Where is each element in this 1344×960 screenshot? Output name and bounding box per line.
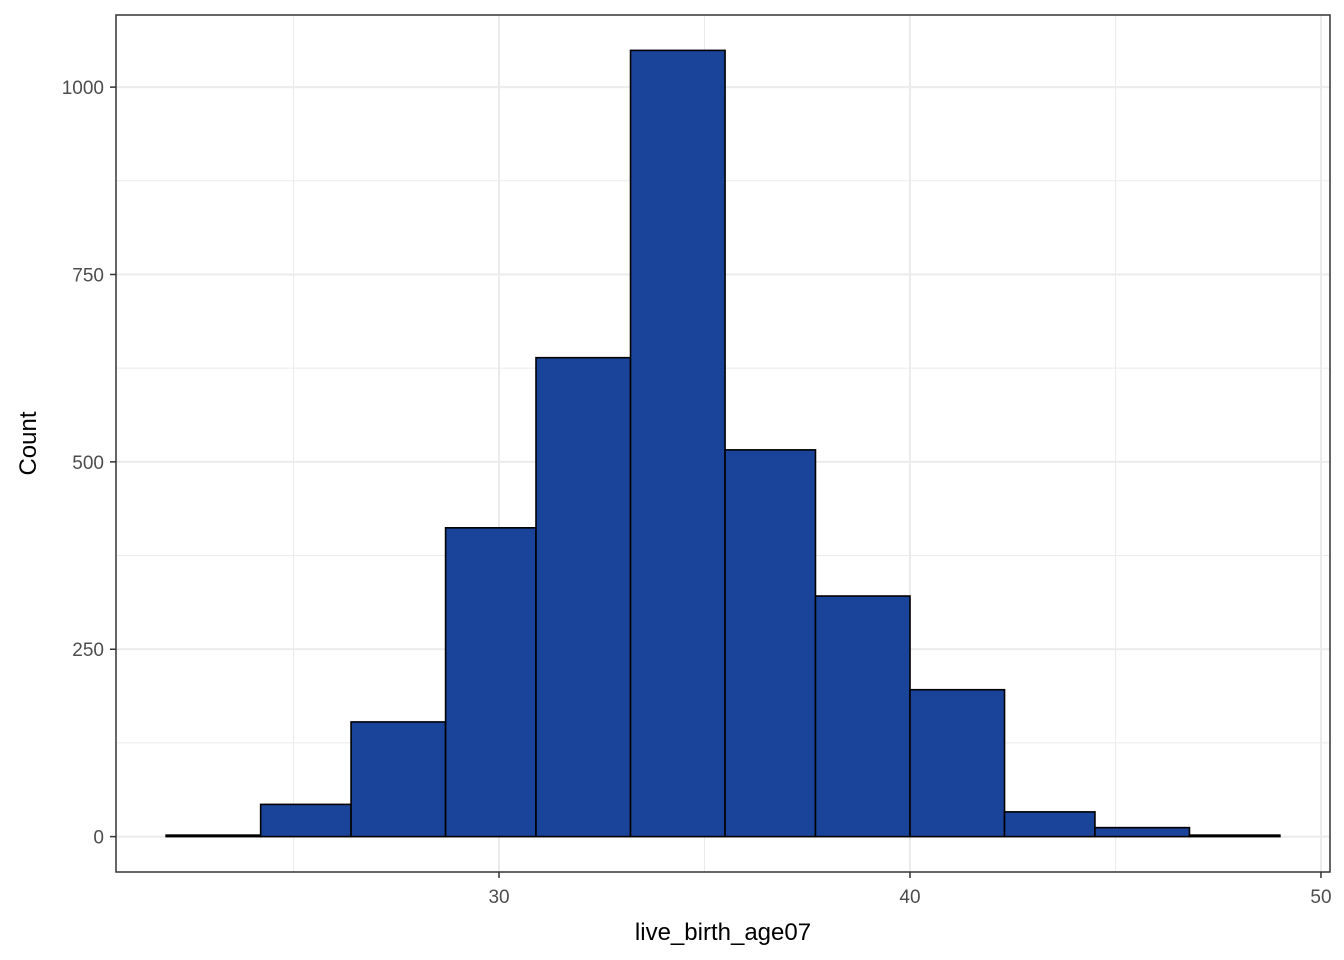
histogram-bar-7	[724, 449, 817, 838]
histogram-bar-3	[350, 721, 447, 838]
histogram-bar-11	[1094, 826, 1191, 838]
x-tick-label: 30	[488, 887, 509, 908]
histogram-bar-10	[1003, 811, 1096, 838]
panel-border	[115, 14, 1331, 873]
y-tick-label: 250	[72, 640, 104, 661]
ticks-layer	[110, 86, 1322, 878]
histogram-bar-2	[259, 803, 352, 838]
y-tick-label: 500	[72, 453, 104, 474]
y-axis-title: Count	[15, 411, 42, 475]
x-tick-label: 50	[1310, 887, 1331, 908]
histogram-bar-8	[814, 595, 911, 838]
histogram-bar-4	[444, 527, 537, 838]
y-tick-label: 0	[93, 828, 104, 849]
y-tick-label: 1000	[62, 78, 104, 99]
histogram-bar-6	[629, 49, 726, 838]
histogram-bar-12	[1188, 834, 1281, 838]
x-axis-title: live_birth_age07	[635, 919, 811, 946]
histogram-bar-1	[165, 834, 262, 838]
labels-layer: 0 250 500 750 1000 30 40 50	[62, 78, 1332, 908]
histogram-bar-5	[535, 356, 632, 838]
x-tick-label: 40	[899, 887, 920, 908]
y-tick-label: 750	[72, 265, 104, 286]
bars-layer	[165, 49, 1281, 838]
histogram-bar-9	[909, 688, 1006, 838]
